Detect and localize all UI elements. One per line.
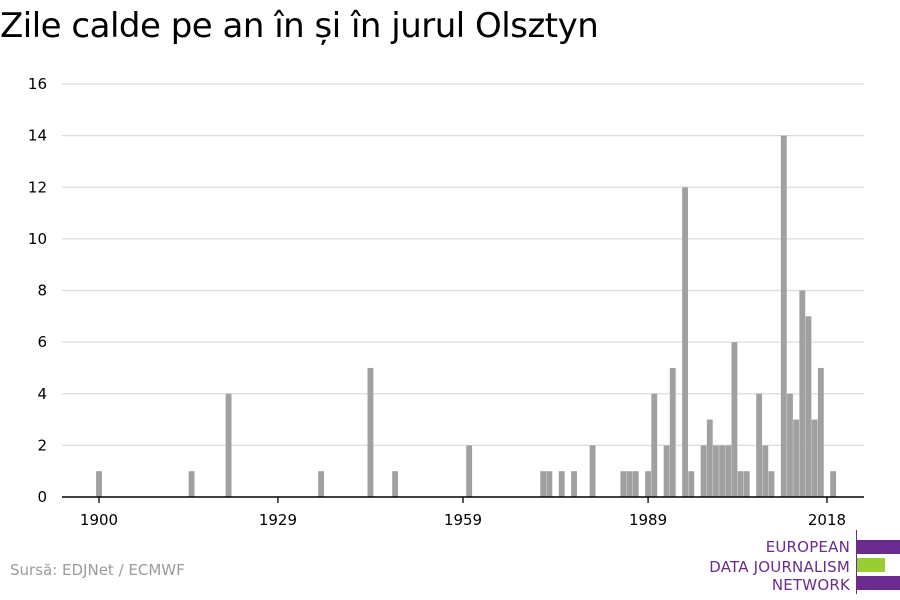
logo-line-3: NETWORK	[771, 576, 850, 594]
bar	[817, 367, 824, 497]
bar	[780, 135, 787, 497]
bar	[811, 419, 818, 497]
bar	[713, 445, 719, 497]
y-tick-label: 0	[37, 488, 47, 506]
bar	[540, 471, 547, 497]
logo-line-1: EUROPEAN	[765, 538, 850, 556]
logo-bar-bottom	[857, 576, 900, 590]
bar	[762, 445, 769, 497]
logo-bar-middle	[857, 558, 885, 572]
bar	[688, 471, 695, 497]
bar	[756, 393, 763, 497]
x-tick-label: 1900	[80, 511, 118, 529]
edjnet-logo: EUROPEAN DATA JOURNALISM NETWORK	[700, 530, 900, 594]
y-tick-label: 12	[28, 178, 47, 196]
bar	[589, 445, 596, 497]
bar	[651, 393, 658, 497]
bar	[700, 445, 707, 497]
x-tick-label: 2018	[808, 511, 846, 529]
bar	[743, 471, 750, 497]
bar	[737, 471, 744, 497]
bar	[188, 471, 195, 497]
bar	[367, 367, 374, 497]
bar	[318, 471, 325, 497]
bar	[663, 445, 670, 497]
bar	[558, 471, 565, 497]
bar	[706, 419, 713, 497]
bar	[626, 471, 633, 497]
y-tick-label: 2	[37, 436, 47, 454]
y-axis: 0 2 4 6 8 10 12 14 16	[28, 75, 47, 506]
bar	[632, 471, 639, 497]
bar	[768, 471, 775, 497]
bar	[96, 471, 102, 497]
y-tick-label: 4	[37, 385, 47, 403]
logo-line-2: DATA JOURNALISM	[709, 558, 850, 576]
bar	[725, 445, 732, 497]
bar	[805, 316, 812, 497]
bar	[645, 471, 652, 497]
logo-divider	[856, 530, 857, 594]
bar	[466, 445, 473, 497]
source-note: Sursă: EDJNet / ECMWF	[10, 561, 185, 579]
bar	[682, 187, 689, 497]
bars	[96, 135, 837, 497]
bar	[731, 342, 738, 497]
y-tick-label: 6	[37, 333, 47, 351]
bar	[799, 290, 806, 497]
y-tick-label: 14	[28, 127, 47, 145]
chart-title: Zile calde pe an în și în jurul Olsztyn	[0, 6, 599, 46]
y-tick-label: 16	[28, 75, 47, 93]
x-tick-label: 1959	[444, 511, 482, 529]
bar	[225, 393, 232, 497]
bar	[392, 471, 399, 497]
x-tick-label: 1989	[629, 511, 667, 529]
y-tick-label: 10	[28, 230, 47, 248]
bar	[571, 471, 577, 497]
logo-bar-top	[857, 540, 900, 554]
bar	[719, 445, 726, 497]
x-tick-label: 1929	[259, 511, 297, 529]
y-tick-label: 8	[37, 282, 47, 300]
bar	[669, 367, 676, 497]
bar	[546, 471, 553, 497]
bar	[793, 419, 800, 497]
bar	[787, 393, 793, 497]
bar	[620, 471, 627, 497]
bar	[830, 471, 837, 497]
x-axis: 1900 1929 1959 1989 2018	[80, 497, 846, 529]
gridlines	[62, 83, 864, 446]
